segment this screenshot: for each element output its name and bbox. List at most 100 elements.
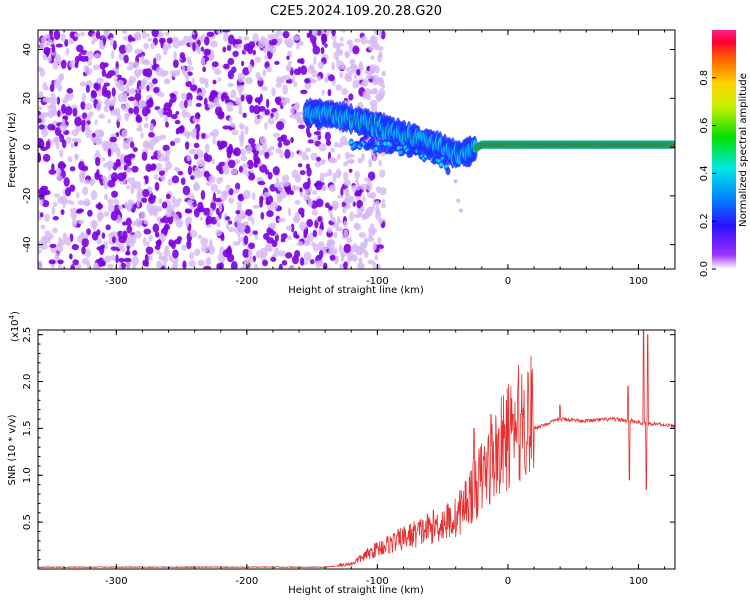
noise-blob — [105, 224, 111, 231]
noise-blob — [309, 259, 315, 265]
noise-blob — [358, 257, 363, 264]
noise-blob — [149, 144, 154, 151]
noise-blob — [218, 201, 223, 212]
noise-blob — [60, 59, 67, 70]
noise-blob — [52, 136, 61, 144]
noise-blob — [38, 260, 43, 269]
noise-blob — [260, 212, 265, 220]
noise-blob — [334, 141, 339, 148]
noise-blob — [241, 223, 246, 231]
noise-blob — [87, 209, 93, 217]
noise-blob — [70, 142, 75, 148]
noise-blob — [182, 260, 187, 269]
noise-blob — [52, 227, 58, 234]
noise-blob — [349, 58, 356, 66]
noise-blob — [190, 204, 194, 210]
noise-blob — [126, 225, 133, 234]
noise-blob — [308, 30, 313, 36]
noise-blob — [264, 109, 270, 116]
colorbar-tick-label: 0.4 — [699, 165, 710, 181]
noise-blob — [234, 43, 243, 49]
noise-blob — [293, 185, 301, 191]
noise-blob — [83, 198, 91, 207]
noise-blob — [337, 170, 342, 177]
noise-blob — [356, 79, 360, 89]
noise-blob — [239, 137, 244, 147]
noise-blob — [347, 153, 355, 158]
ridge-core — [672, 143, 675, 147]
spectrogram-xtick-label: 100 — [629, 276, 648, 287]
noise-blob — [298, 150, 303, 157]
noise-blob — [296, 42, 300, 50]
noise-blob — [127, 96, 136, 102]
noise-blob — [136, 188, 144, 198]
noise-blob — [269, 222, 277, 230]
noise-blob — [230, 261, 238, 269]
noise-blob — [304, 78, 311, 84]
noise-blob — [96, 229, 101, 236]
noise-blob — [96, 77, 105, 85]
noise-blob — [107, 163, 112, 172]
spectrogram-ytick-label: -40 — [22, 236, 33, 252]
noise-blob — [119, 153, 124, 163]
noise-blob — [79, 176, 85, 183]
noise-blob — [370, 55, 375, 60]
noise-blob — [93, 82, 99, 90]
noise-blob — [150, 155, 156, 160]
spectrogram-ytick-label: -20 — [22, 188, 33, 204]
noise-blob — [141, 106, 149, 117]
noise-blob — [144, 68, 153, 78]
noise-blob — [51, 125, 56, 131]
snr-ytick-label: 1.5 — [22, 420, 33, 436]
noise-blob — [222, 46, 227, 53]
noise-blob — [42, 54, 47, 61]
noise-blob — [286, 38, 294, 48]
noise-blob — [330, 216, 337, 223]
noise-blob — [86, 228, 91, 236]
spectrogram-ytick-label: 20 — [22, 92, 33, 105]
noise-blob — [340, 186, 344, 197]
noise-blob — [98, 113, 106, 119]
snr-frame — [37, 329, 676, 570]
noise-blob — [170, 140, 176, 147]
noise-blob — [134, 92, 142, 101]
noise-blob — [313, 131, 321, 136]
noise-blob — [284, 174, 290, 183]
noise-blob — [142, 30, 147, 40]
noise-blob — [191, 77, 196, 85]
noise-blob — [335, 55, 340, 63]
noise-blob — [259, 164, 268, 173]
noise-blob — [207, 244, 216, 255]
noise-blob — [255, 143, 261, 152]
noise-blob — [84, 67, 93, 76]
noise-blob — [99, 61, 106, 70]
noise-blob — [257, 149, 266, 156]
noise-blob — [299, 187, 303, 193]
noise-blob — [208, 174, 216, 184]
noise-blob — [374, 254, 379, 261]
noise-blob — [152, 223, 160, 233]
noise-blob — [304, 195, 311, 201]
noise-blob — [271, 240, 278, 248]
noise-blob — [156, 260, 163, 269]
noise-blob — [158, 198, 163, 204]
snr-multiplier-exp: 4 — [8, 314, 16, 319]
noise-blob — [339, 71, 344, 79]
noise-blob — [216, 189, 222, 195]
noise-blob — [91, 132, 96, 138]
noise-blob — [245, 94, 253, 103]
noise-blob — [133, 98, 139, 109]
noise-blob — [301, 151, 308, 161]
noise-blob — [264, 121, 268, 130]
noise-blob — [333, 204, 337, 210]
noise-blob — [107, 180, 116, 188]
noise-blob — [240, 94, 245, 102]
noise-blob — [333, 231, 338, 239]
noise-blob — [241, 163, 249, 169]
noise-blob — [363, 239, 368, 248]
noise-blob — [230, 89, 237, 99]
noise-blob — [95, 156, 101, 167]
snr-ytick-label: 0.5 — [22, 514, 33, 530]
noise-blob — [350, 245, 357, 253]
noise-blob — [368, 44, 375, 52]
